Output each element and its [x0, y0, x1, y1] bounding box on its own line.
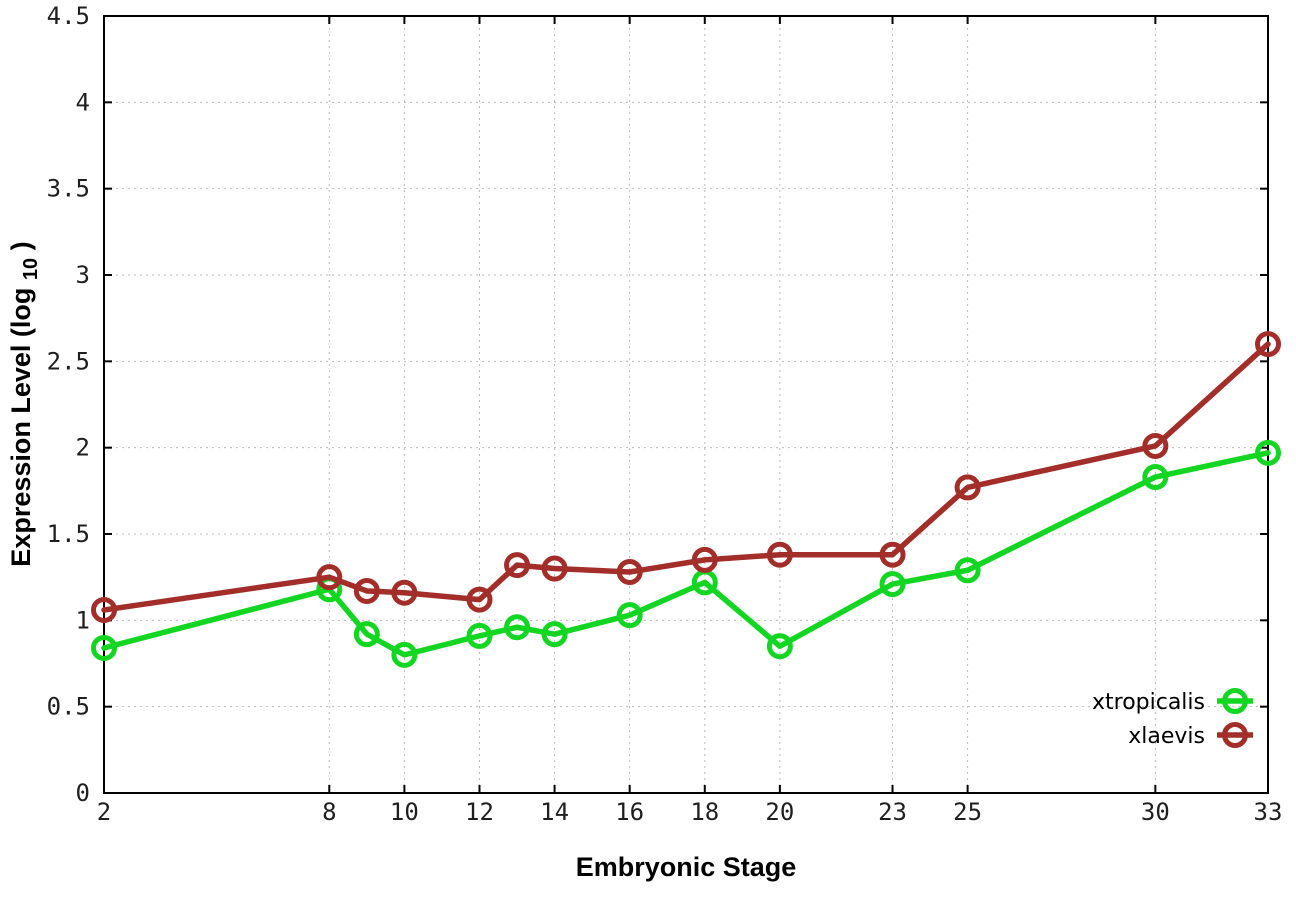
x-tick-label: 12 [465, 798, 494, 826]
data-point-xlaevis [879, 541, 906, 568]
y-axis-title-main: Expression Level (log [6, 288, 36, 567]
legend-marker-xlaevis [1222, 722, 1248, 748]
series-xlaevis [91, 331, 1281, 623]
y-tick-label: 4.5 [47, 2, 90, 30]
x-tick-label: 33 [1254, 798, 1283, 826]
y-axis-title-subscript: 10 [20, 258, 42, 280]
x-tick-label: 8 [322, 798, 336, 826]
y-tick-label: 4 [76, 88, 90, 116]
data-point-xlaevis [541, 555, 568, 582]
data-point-xlaevis [504, 552, 531, 579]
y-axis-title-close: ) [6, 241, 36, 250]
x-tick-label: 25 [953, 798, 982, 826]
x-axis-title: Embryonic Stage [576, 852, 797, 882]
tick-label-layer: 2 8 10 12 14 16 18 20 23 25 30 33 0 0.5 1 1.5 2 2.5 3 3.5 4 4… [47, 2, 1283, 826]
grid-layer [104, 16, 1268, 793]
data-point-xtropicalis [954, 557, 981, 584]
series-line-xtropicalis [101, 450, 1271, 658]
legend-item-xlaevis: xlaevis [1128, 722, 1253, 749]
data-point-xlaevis [1142, 432, 1169, 459]
data-point-xlaevis [766, 541, 793, 568]
x-tick-label: 20 [765, 798, 794, 826]
legend: xtropicalis xlaevis [1092, 688, 1253, 749]
data-point-xlaevis [616, 558, 643, 585]
data-point-xlaevis [316, 564, 343, 591]
axis-layer [103, 15, 1269, 794]
y-tick-label: 0 [76, 779, 90, 807]
data-point-xtropicalis [1255, 439, 1281, 466]
data-point-xtropicalis [391, 641, 418, 668]
plot-border [103, 15, 1269, 794]
y-tick-label: 3 [76, 261, 90, 289]
data-point-xlaevis [466, 586, 493, 613]
data-point-xtropicalis [91, 634, 117, 661]
data-point-xtropicalis [616, 602, 643, 629]
data-point-xtropicalis [1142, 464, 1169, 491]
legend-item-xtropicalis: xtropicalis [1092, 688, 1253, 715]
x-tick-label: 18 [690, 798, 719, 826]
y-tick-label: 2.5 [47, 347, 90, 375]
legend-label-xlaevis: xlaevis [1128, 724, 1205, 749]
x-tick-label: 14 [540, 798, 569, 826]
data-point-xlaevis [91, 596, 117, 623]
data-point-xlaevis [353, 577, 380, 604]
y-tick-label: 3.5 [47, 175, 90, 203]
y-tick-label: 0.5 [47, 693, 90, 721]
y-tick-label: 2 [76, 434, 90, 462]
x-tick-label: 2 [97, 798, 111, 826]
data-point-xtropicalis [353, 621, 380, 648]
data-point-xlaevis [391, 579, 418, 606]
y-axis-title: Expression Level (log 10 ) [6, 241, 43, 566]
data-point-xlaevis [1255, 331, 1281, 358]
x-tick-label: 23 [878, 798, 907, 826]
legend-marker-xtropicalis [1222, 688, 1248, 714]
y-tick-label: 1 [76, 606, 90, 634]
legend-label-xtropicalis: xtropicalis [1092, 690, 1205, 715]
y-tick-label: 1.5 [47, 520, 90, 548]
data-point-xtropicalis [541, 621, 568, 648]
series-xtropicalis [91, 439, 1281, 668]
data-point-xtropicalis [766, 633, 793, 660]
x-tick-label: 10 [390, 798, 419, 826]
series-layer [91, 331, 1281, 668]
data-point-xtropicalis [504, 614, 531, 641]
series-line-xlaevis [101, 341, 1271, 613]
x-tick-label: 16 [615, 798, 644, 826]
x-tick-label: 30 [1141, 798, 1170, 826]
data-point-xtropicalis [879, 571, 906, 598]
data-point-xlaevis [691, 546, 718, 573]
data-point-xtropicalis [466, 622, 493, 649]
data-point-xlaevis [954, 474, 981, 501]
